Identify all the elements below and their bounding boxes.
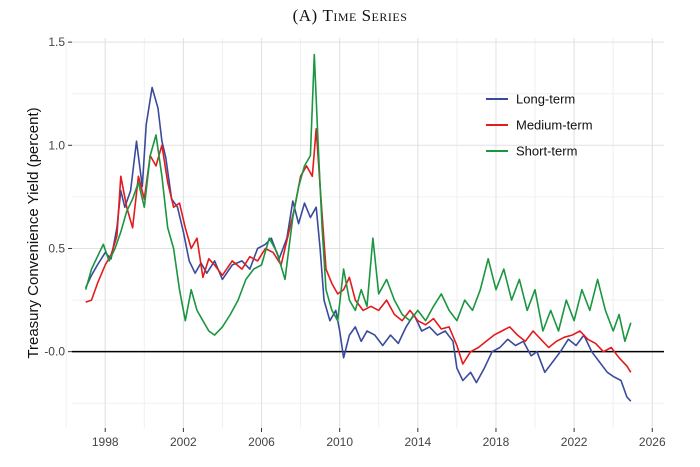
series-line-short-term bbox=[84, 53, 632, 343]
x-tick-label: 2018 bbox=[483, 435, 510, 449]
y-tick-label: -0.0 bbox=[44, 345, 65, 359]
y-tick-label: 0.5 bbox=[48, 241, 65, 255]
series-line-medium-term bbox=[85, 128, 632, 373]
y-tick-label: 1.0 bbox=[48, 138, 65, 152]
legend-label: Long-term bbox=[516, 92, 575, 107]
x-tick-label: 2002 bbox=[170, 435, 197, 449]
x-tick-label: 2022 bbox=[561, 435, 588, 449]
x-tick-label: 2010 bbox=[326, 435, 353, 449]
chart-title: (A) Time Series bbox=[292, 6, 408, 25]
x-tick-label: 2006 bbox=[248, 435, 275, 449]
legend-label: Short-term bbox=[516, 144, 577, 159]
y-axis-label: Treasury Convenience Yield (percent) bbox=[25, 107, 42, 358]
x-tick-label: 1998 bbox=[92, 435, 119, 449]
legend-label: Medium-term bbox=[516, 118, 593, 133]
x-tick-label: 2026 bbox=[639, 435, 666, 449]
y-tick-label: 1.5 bbox=[48, 35, 65, 49]
x-tick-label: 2014 bbox=[404, 435, 431, 449]
series-line-long-term bbox=[84, 86, 632, 402]
